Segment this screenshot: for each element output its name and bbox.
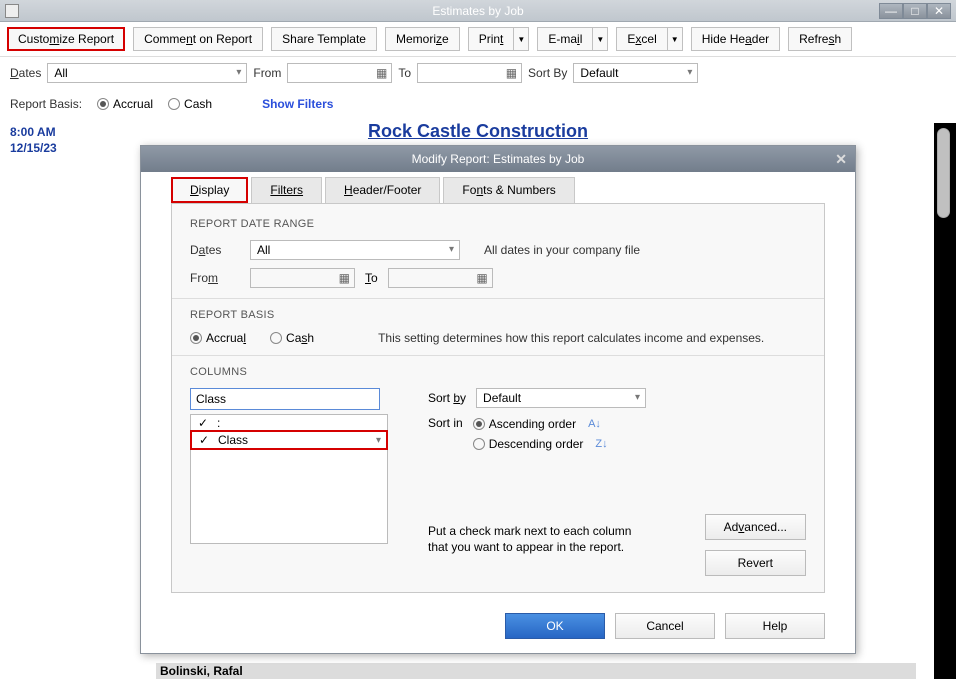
dates-hint: All dates in your company file bbox=[484, 243, 640, 257]
cash-radio[interactable]: Cash bbox=[168, 97, 212, 111]
print-button[interactable]: Print bbox=[468, 27, 514, 51]
scrollbar-thumb-icon[interactable] bbox=[937, 128, 950, 218]
excel-split-button: Excel ▼ bbox=[616, 27, 682, 51]
modal-accrual-radio[interactable]: Accrual bbox=[190, 331, 246, 345]
report-meta: 8:00 AM 12/15/23 bbox=[0, 119, 140, 163]
maximize-button[interactable]: □ bbox=[903, 3, 927, 19]
excel-dropdown-arrow[interactable]: ▼ bbox=[667, 27, 683, 51]
modal-cash-radio[interactable]: Cash bbox=[270, 331, 314, 345]
modal-sortby-label: Sort by bbox=[428, 391, 466, 405]
customize-report-button[interactable]: Customize Report bbox=[7, 27, 125, 51]
sort-desc-icon: Z↓ bbox=[595, 438, 607, 450]
checkmark-icon: ✓ bbox=[197, 416, 209, 430]
close-window-button[interactable]: ✕ bbox=[927, 3, 951, 19]
advanced-button[interactable]: Advanced... bbox=[705, 514, 806, 540]
checkmark-icon: ✓ bbox=[198, 433, 210, 447]
refresh-button[interactable]: Refresh bbox=[788, 27, 852, 51]
minimize-button[interactable]: — bbox=[879, 3, 903, 19]
modal-dates-select[interactable]: All bbox=[250, 240, 460, 260]
modal-sortin-label: Sort in bbox=[428, 416, 463, 430]
window-title: Estimates by Job bbox=[432, 4, 523, 18]
cancel-button[interactable]: Cancel bbox=[615, 613, 715, 639]
columns-filter-input[interactable] bbox=[190, 388, 380, 410]
comment-on-report-button[interactable]: Comment on Report bbox=[133, 27, 263, 51]
columns-group-title: COLUMNS bbox=[190, 366, 806, 378]
excel-button[interactable]: Excel bbox=[616, 27, 666, 51]
list-item[interactable]: ✓ Class bbox=[190, 430, 388, 450]
modal-from-label: From bbox=[190, 271, 240, 285]
date-filter-row: Dates All From To Sort By Default bbox=[0, 57, 956, 89]
ok-button[interactable]: OK bbox=[505, 613, 605, 639]
columns-help-text: Put a check mark next to each column tha… bbox=[428, 523, 648, 555]
to-date-input[interactable] bbox=[417, 63, 522, 83]
basis-hint: This setting determines how this report … bbox=[378, 331, 764, 345]
report-title: Rock Castle Construction bbox=[368, 121, 588, 142]
from-date-input[interactable] bbox=[287, 63, 392, 83]
email-button[interactable]: E-mail bbox=[537, 27, 592, 51]
print-split-button: Print ▼ bbox=[468, 27, 530, 51]
display-panel: REPORT DATE RANGE Dates All All dates in… bbox=[171, 203, 825, 593]
help-button[interactable]: Help bbox=[725, 613, 825, 639]
modal-sortby-select[interactable]: Default bbox=[476, 388, 646, 408]
dates-select[interactable]: All bbox=[47, 63, 247, 83]
report-toolbar: Customize Report Comment on Report Share… bbox=[0, 22, 956, 57]
memorize-button[interactable]: Memorize bbox=[385, 27, 460, 51]
sortby-label: Sort By bbox=[528, 66, 567, 80]
sortby-select[interactable]: Default bbox=[573, 63, 698, 83]
revert-button[interactable]: Revert bbox=[705, 550, 806, 576]
dialog-footer: OK Cancel Help bbox=[141, 603, 855, 653]
show-filters-link[interactable]: Show Filters bbox=[262, 97, 333, 111]
window-title-bar: Estimates by Job — □ ✕ bbox=[0, 0, 956, 22]
tab-header-footer[interactable]: Header/Footer bbox=[325, 177, 440, 203]
columns-list[interactable]: ✓ : ✓ Class bbox=[190, 414, 388, 544]
list-item[interactable]: ✓ : bbox=[191, 415, 387, 431]
hide-header-button[interactable]: Hide Header bbox=[691, 27, 780, 51]
tab-fonts-numbers[interactable]: Fonts & Numbers bbox=[443, 177, 574, 203]
to-label: To bbox=[398, 66, 411, 80]
system-menu-icon[interactable] bbox=[5, 4, 19, 18]
report-basis-label: Report Basis: bbox=[10, 97, 82, 111]
tab-display[interactable]: Display bbox=[171, 177, 248, 203]
report-time: 8:00 AM bbox=[10, 125, 130, 139]
modal-to-input[interactable] bbox=[388, 268, 493, 288]
dates-label: Dates bbox=[10, 66, 41, 80]
sort-asc-icon: A↓ bbox=[588, 418, 601, 430]
report-row-name: Bolinski, Rafal bbox=[156, 663, 916, 679]
dialog-title-bar: Modify Report: Estimates by Job ✕ bbox=[141, 146, 855, 172]
email-dropdown-arrow[interactable]: ▼ bbox=[592, 27, 608, 51]
report-basis-row: Report Basis: Accrual Cash Show Filters bbox=[0, 89, 956, 119]
modal-from-input[interactable] bbox=[250, 268, 355, 288]
dialog-tabs: Display Filters Header/Footer Fonts & Nu… bbox=[141, 172, 855, 203]
print-dropdown-arrow[interactable]: ▼ bbox=[513, 27, 529, 51]
ascending-radio[interactable]: Ascending orderA↓ bbox=[473, 417, 601, 431]
column-item-label: Class bbox=[218, 433, 248, 447]
page-scrollbar[interactable] bbox=[934, 123, 956, 679]
date-range-group-title: REPORT DATE RANGE bbox=[190, 218, 806, 230]
modal-to-label: To bbox=[365, 271, 378, 285]
sort-options: Sort by Default Sort in Ascending orderA… bbox=[428, 388, 648, 555]
from-label: From bbox=[253, 66, 281, 80]
column-item-label: : bbox=[217, 416, 220, 430]
modify-report-dialog: Modify Report: Estimates by Job ✕ Displa… bbox=[140, 145, 856, 654]
share-template-button[interactable]: Share Template bbox=[271, 27, 377, 51]
dialog-close-button[interactable]: ✕ bbox=[835, 151, 847, 168]
columns-selector: ✓ : ✓ Class bbox=[190, 388, 388, 555]
basis-group-title: REPORT BASIS bbox=[190, 309, 806, 321]
modal-dates-label: Dates bbox=[190, 243, 240, 257]
dialog-title: Modify Report: Estimates by Job bbox=[412, 152, 585, 166]
window-controls: — □ ✕ bbox=[879, 3, 951, 19]
tab-filters[interactable]: Filters bbox=[251, 177, 322, 203]
report-date: 12/15/23 bbox=[10, 141, 130, 155]
email-split-button: E-mail ▼ bbox=[537, 27, 608, 51]
accrual-radio[interactable]: Accrual bbox=[97, 97, 153, 111]
descending-radio[interactable]: Descending orderZ↓ bbox=[473, 437, 608, 451]
